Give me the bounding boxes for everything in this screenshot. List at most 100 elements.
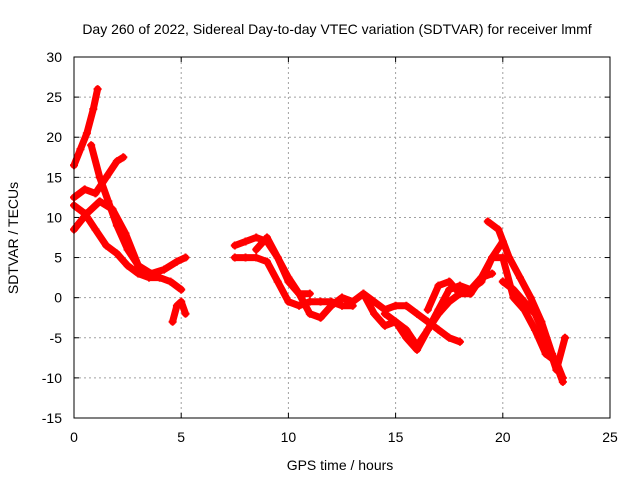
- data-point: [89, 105, 98, 114]
- data-point: [168, 317, 177, 326]
- data-point: [391, 301, 400, 310]
- x-tick-label: 0: [70, 429, 78, 445]
- series-arc-15: [498, 277, 569, 374]
- x-tick-label: 20: [495, 429, 511, 445]
- data-point: [359, 289, 368, 298]
- data-point: [338, 301, 346, 310]
- data-point: [305, 289, 314, 298]
- data-point: [284, 297, 293, 306]
- data-point: [488, 269, 497, 278]
- series-band: [70, 197, 189, 278]
- data-point: [526, 293, 535, 302]
- data-point: [166, 277, 175, 286]
- data-point: [466, 289, 475, 298]
- series-arc-1: [70, 85, 102, 170]
- data-point: [316, 297, 325, 306]
- data-point: [155, 273, 164, 282]
- data-point: [82, 209, 91, 218]
- series-band: [424, 254, 567, 382]
- data-point: [541, 333, 550, 342]
- data-point: [413, 309, 422, 318]
- data-point: [505, 253, 514, 262]
- data-point: [181, 309, 190, 318]
- data-point: [413, 345, 422, 354]
- data-point: [284, 273, 293, 282]
- data-point: [80, 185, 89, 194]
- chart-title: Day 260 of 2022, Sidereal Day-to-day VTE…: [82, 21, 591, 37]
- data-point: [177, 297, 186, 306]
- y-tick-label: 10: [46, 209, 62, 225]
- data-point: [515, 273, 524, 282]
- data-point: [295, 289, 304, 298]
- data-point: [230, 241, 239, 250]
- series-band: [169, 298, 189, 326]
- data-point: [560, 333, 569, 342]
- data-point: [509, 285, 518, 294]
- data-point: [252, 245, 261, 254]
- data-point: [498, 277, 507, 286]
- data-point: [123, 261, 132, 270]
- data-point: [402, 301, 411, 310]
- data-point: [520, 297, 529, 306]
- y-tick-label: -10: [42, 370, 62, 386]
- series-arc-13: [423, 253, 567, 382]
- data-point: [95, 173, 104, 182]
- data-point: [119, 153, 128, 162]
- data-point: [134, 269, 143, 278]
- data-point: [93, 85, 102, 94]
- x-tick-label: 25: [602, 429, 618, 445]
- y-tick-label: 20: [46, 129, 62, 145]
- data-point: [134, 261, 143, 270]
- data-point: [112, 249, 121, 258]
- data-point: [241, 237, 250, 246]
- data-point: [252, 233, 261, 242]
- y-tick-label: 5: [54, 250, 62, 266]
- data-point: [434, 281, 443, 290]
- data-point: [380, 309, 389, 318]
- data-point: [91, 189, 100, 198]
- plot-frame: [73, 56, 611, 419]
- series-layer: [70, 85, 569, 386]
- data-point: [455, 337, 464, 346]
- series-arc-5: [87, 141, 164, 282]
- data-point: [455, 289, 464, 298]
- data-point: [338, 293, 346, 302]
- data-point: [391, 317, 400, 326]
- data-point: [82, 129, 91, 138]
- data-point: [402, 333, 411, 342]
- data-point: [262, 257, 271, 266]
- data-point: [552, 365, 561, 374]
- data-point: [273, 253, 282, 262]
- data-point: [348, 297, 357, 306]
- data-point: [494, 225, 503, 234]
- data-point: [177, 285, 186, 294]
- data-point: [483, 217, 492, 226]
- data-point: [434, 325, 443, 334]
- data-point: [477, 273, 486, 282]
- data-point: [145, 269, 154, 278]
- data-point: [262, 233, 271, 242]
- series-band: [87, 141, 164, 282]
- y-tick-label: 30: [46, 49, 62, 65]
- data-point: [230, 253, 239, 262]
- data-point: [102, 241, 111, 250]
- data-point: [530, 309, 539, 318]
- y-tick-label: -15: [42, 410, 62, 426]
- ticks: [73, 56, 611, 419]
- y-tick-label: -5: [50, 330, 63, 346]
- data-point: [112, 221, 121, 230]
- x-axis-label: GPS time / hours: [287, 457, 394, 473]
- data-point: [327, 301, 336, 310]
- data-point: [123, 245, 132, 254]
- data-point: [95, 197, 104, 206]
- x-tick-label: 5: [177, 429, 185, 445]
- data-point: [91, 225, 100, 234]
- data-point: [434, 305, 443, 314]
- data-point: [380, 321, 389, 330]
- data-point: [181, 253, 190, 262]
- data-point: [423, 305, 432, 314]
- data-point: [316, 313, 325, 322]
- data-point: [488, 253, 497, 262]
